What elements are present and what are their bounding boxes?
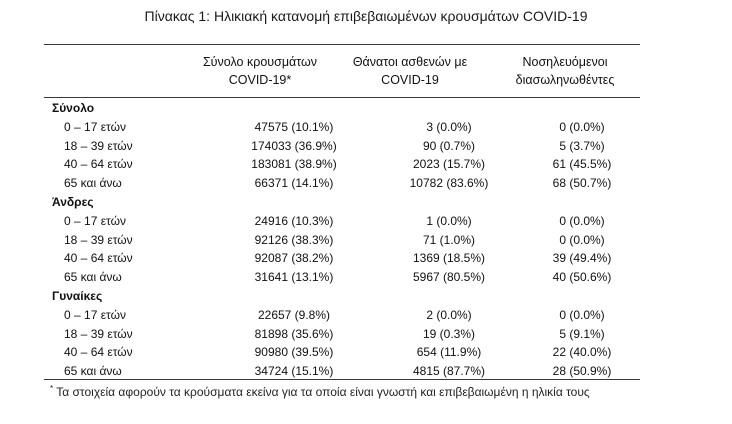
intubated-cell: 28 (50.9%) <box>552 364 612 379</box>
table-row: 0 – 17 ετών 22657 (9.8%) 2 (0.0%) 0 (0.0%) <box>44 306 640 325</box>
intubated-cell: 0 (0.0%) <box>559 213 605 228</box>
table-title: Πίνακας 1: Ηλικιακή κατανομή επιβεβαιωμέ… <box>144 8 588 24</box>
column-header-line: COVID-19* <box>228 73 292 87</box>
deaths-cell: 3 (0.0%) <box>426 119 472 134</box>
group-header-row: Σύνολο <box>44 99 640 118</box>
group-label: Άνδρες <box>52 194 94 209</box>
cases-cell: 92126 (38.3%) <box>254 232 334 247</box>
age-label: 18 – 39 ετών <box>64 138 133 153</box>
intubated-cell: 61 (45.5%) <box>552 157 612 172</box>
header-rule <box>44 97 640 98</box>
group-label: Γυναίκες <box>52 288 103 303</box>
age-label: 40 – 64 ετών <box>64 345 133 360</box>
age-label: 18 – 39 ετών <box>64 232 133 247</box>
deaths-cell: 71 (1.0%) <box>422 232 476 247</box>
cases-cell: 92087 (38.2%) <box>254 251 334 266</box>
cases-cell: 81898 (35.6%) <box>254 326 334 341</box>
intubated-cell: 5 (9.1%) <box>559 326 605 341</box>
age-label: 18 – 39 ετών <box>64 326 133 341</box>
deaths-cell: 1 (0.0%) <box>426 213 472 228</box>
column-header-intubated: Νοσηλευόμενοι διασωληνωθέντες <box>500 53 630 89</box>
age-label: 0 – 17 ετών <box>64 213 126 228</box>
footnote: * Τα στοιχεία αφορούν τα κρούσματα εκείν… <box>50 384 590 399</box>
cases-cell: 31641 (13.1%) <box>254 270 334 285</box>
deaths-cell: 1369 (18.5%) <box>412 251 486 266</box>
group-label: Σύνολο <box>52 101 95 115</box>
table-row: 18 – 39 ετών 92126 (38.3%) 71 (1.0%) 0 (0.0… <box>44 231 640 250</box>
cases-cell: 47575 (10.1%) <box>254 119 334 134</box>
table-row: 18 – 39 ετών 174033 (36.9%) 90 (0.7%) 5 (3.… <box>44 137 640 156</box>
deaths-cell: 19 (0.3%) <box>422 326 476 341</box>
age-label: 0 – 17 ετών <box>64 307 126 322</box>
table-row: 65 και άνω 34724 (15.1%) 4815 (87.7%) 28 (5… <box>44 362 640 381</box>
intubated-cell: 5 (3.7%) <box>559 138 605 153</box>
deaths-cell: 2 (0.0%) <box>426 307 472 322</box>
table-bottom-rule <box>44 379 640 380</box>
intubated-cell: 40 (50.6%) <box>552 270 612 285</box>
cases-cell: 66371 (14.1%) <box>254 176 334 191</box>
table-top-rule <box>44 44 640 45</box>
age-label: 0 – 17 ετών <box>64 119 126 134</box>
intubated-cell: 22 (40.0%) <box>552 345 612 360</box>
table-row: 40 – 64 ετών 92087 (38.2%) 1369 (18.5%) 39 … <box>44 249 640 268</box>
column-header-cases: Σύνολο κρουσμάτων COVID-19* <box>195 53 325 89</box>
column-header-line: Θάνατοι ασθενών με <box>352 55 468 69</box>
intubated-cell: 39 (49.4%) <box>552 251 612 266</box>
cases-cell: 24916 (10.3%) <box>254 213 334 228</box>
age-label: 65 και άνω <box>64 270 122 285</box>
deaths-cell: 4815 (87.7%) <box>412 364 486 379</box>
cases-cell: 22657 (9.8%) <box>257 307 331 322</box>
deaths-cell: 2023 (15.7%) <box>412 157 486 172</box>
column-header-line: διασωληνωθέντες <box>515 73 615 87</box>
intubated-cell: 0 (0.0%) <box>559 119 605 134</box>
intubated-cell: 0 (0.0%) <box>559 307 605 322</box>
intubated-cell: 0 (0.0%) <box>559 232 605 247</box>
column-header-line: COVID-19 <box>381 73 439 87</box>
table-row: 0 – 17 ετών 47575 (10.1%) 3 (0.0%) 0 (0.0%) <box>44 118 640 137</box>
table-row: 18 – 39 ετών 81898 (35.6%) 19 (0.3%) 5 (9.1… <box>44 325 640 344</box>
deaths-cell: 90 (0.7%) <box>422 138 476 153</box>
cases-cell: 34724 (15.1%) <box>254 364 334 379</box>
age-label: 65 και άνω <box>64 364 122 379</box>
table-row: 65 και άνω 31641 (13.1%) 5967 (80.5%) 40 (5… <box>44 268 640 287</box>
column-header-deaths: Θάνατοι ασθενών με COVID-19 <box>345 53 475 89</box>
group-header-row: Άνδρες <box>44 193 640 212</box>
table-row: 0 – 17 ετών 24916 (10.3%) 1 (0.0%) 0 (0.0%) <box>44 212 640 231</box>
deaths-cell: 654 (11.9%) <box>416 345 482 360</box>
cases-cell: 90980 (39.5%) <box>254 345 334 360</box>
table-row: 40 – 64 ετών 183081 (38.9%) 2023 (15.7%) 61… <box>44 155 640 174</box>
intubated-cell: 68 (50.7%) <box>552 176 612 191</box>
age-label: 40 – 64 ετών <box>64 157 133 172</box>
cases-cell: 174033 (36.9%) <box>251 138 337 153</box>
cases-cell: 183081 (38.9%) <box>251 157 337 172</box>
footnote-mark: * <box>50 384 54 393</box>
table-row: 40 – 64 ετών 90980 (39.5%) 654 (11.9%) 22 (… <box>44 343 640 362</box>
deaths-cell: 5967 (80.5%) <box>412 270 486 285</box>
group-header-row: Γυναίκες <box>44 287 640 306</box>
deaths-cell: 10782 (83.6%) <box>409 176 489 191</box>
column-header-line: Νοσηλευόμενοι <box>522 55 608 69</box>
table-row: 65 και άνω 66371 (14.1%) 10782 (83.6%) 68 (… <box>44 174 640 193</box>
data-table: Σύνολο 0 – 17 ετών 47575 (10.1%) 3 (0.0%) 0… <box>44 99 640 381</box>
age-label: 40 – 64 ετών <box>64 251 133 266</box>
column-header-line: Σύνολο κρουσμάτων <box>202 55 318 69</box>
age-label: 65 και άνω <box>64 176 122 191</box>
footnote-text: Τα στοιχεία αφορούν τα κρούσματα εκείνα … <box>53 385 590 399</box>
